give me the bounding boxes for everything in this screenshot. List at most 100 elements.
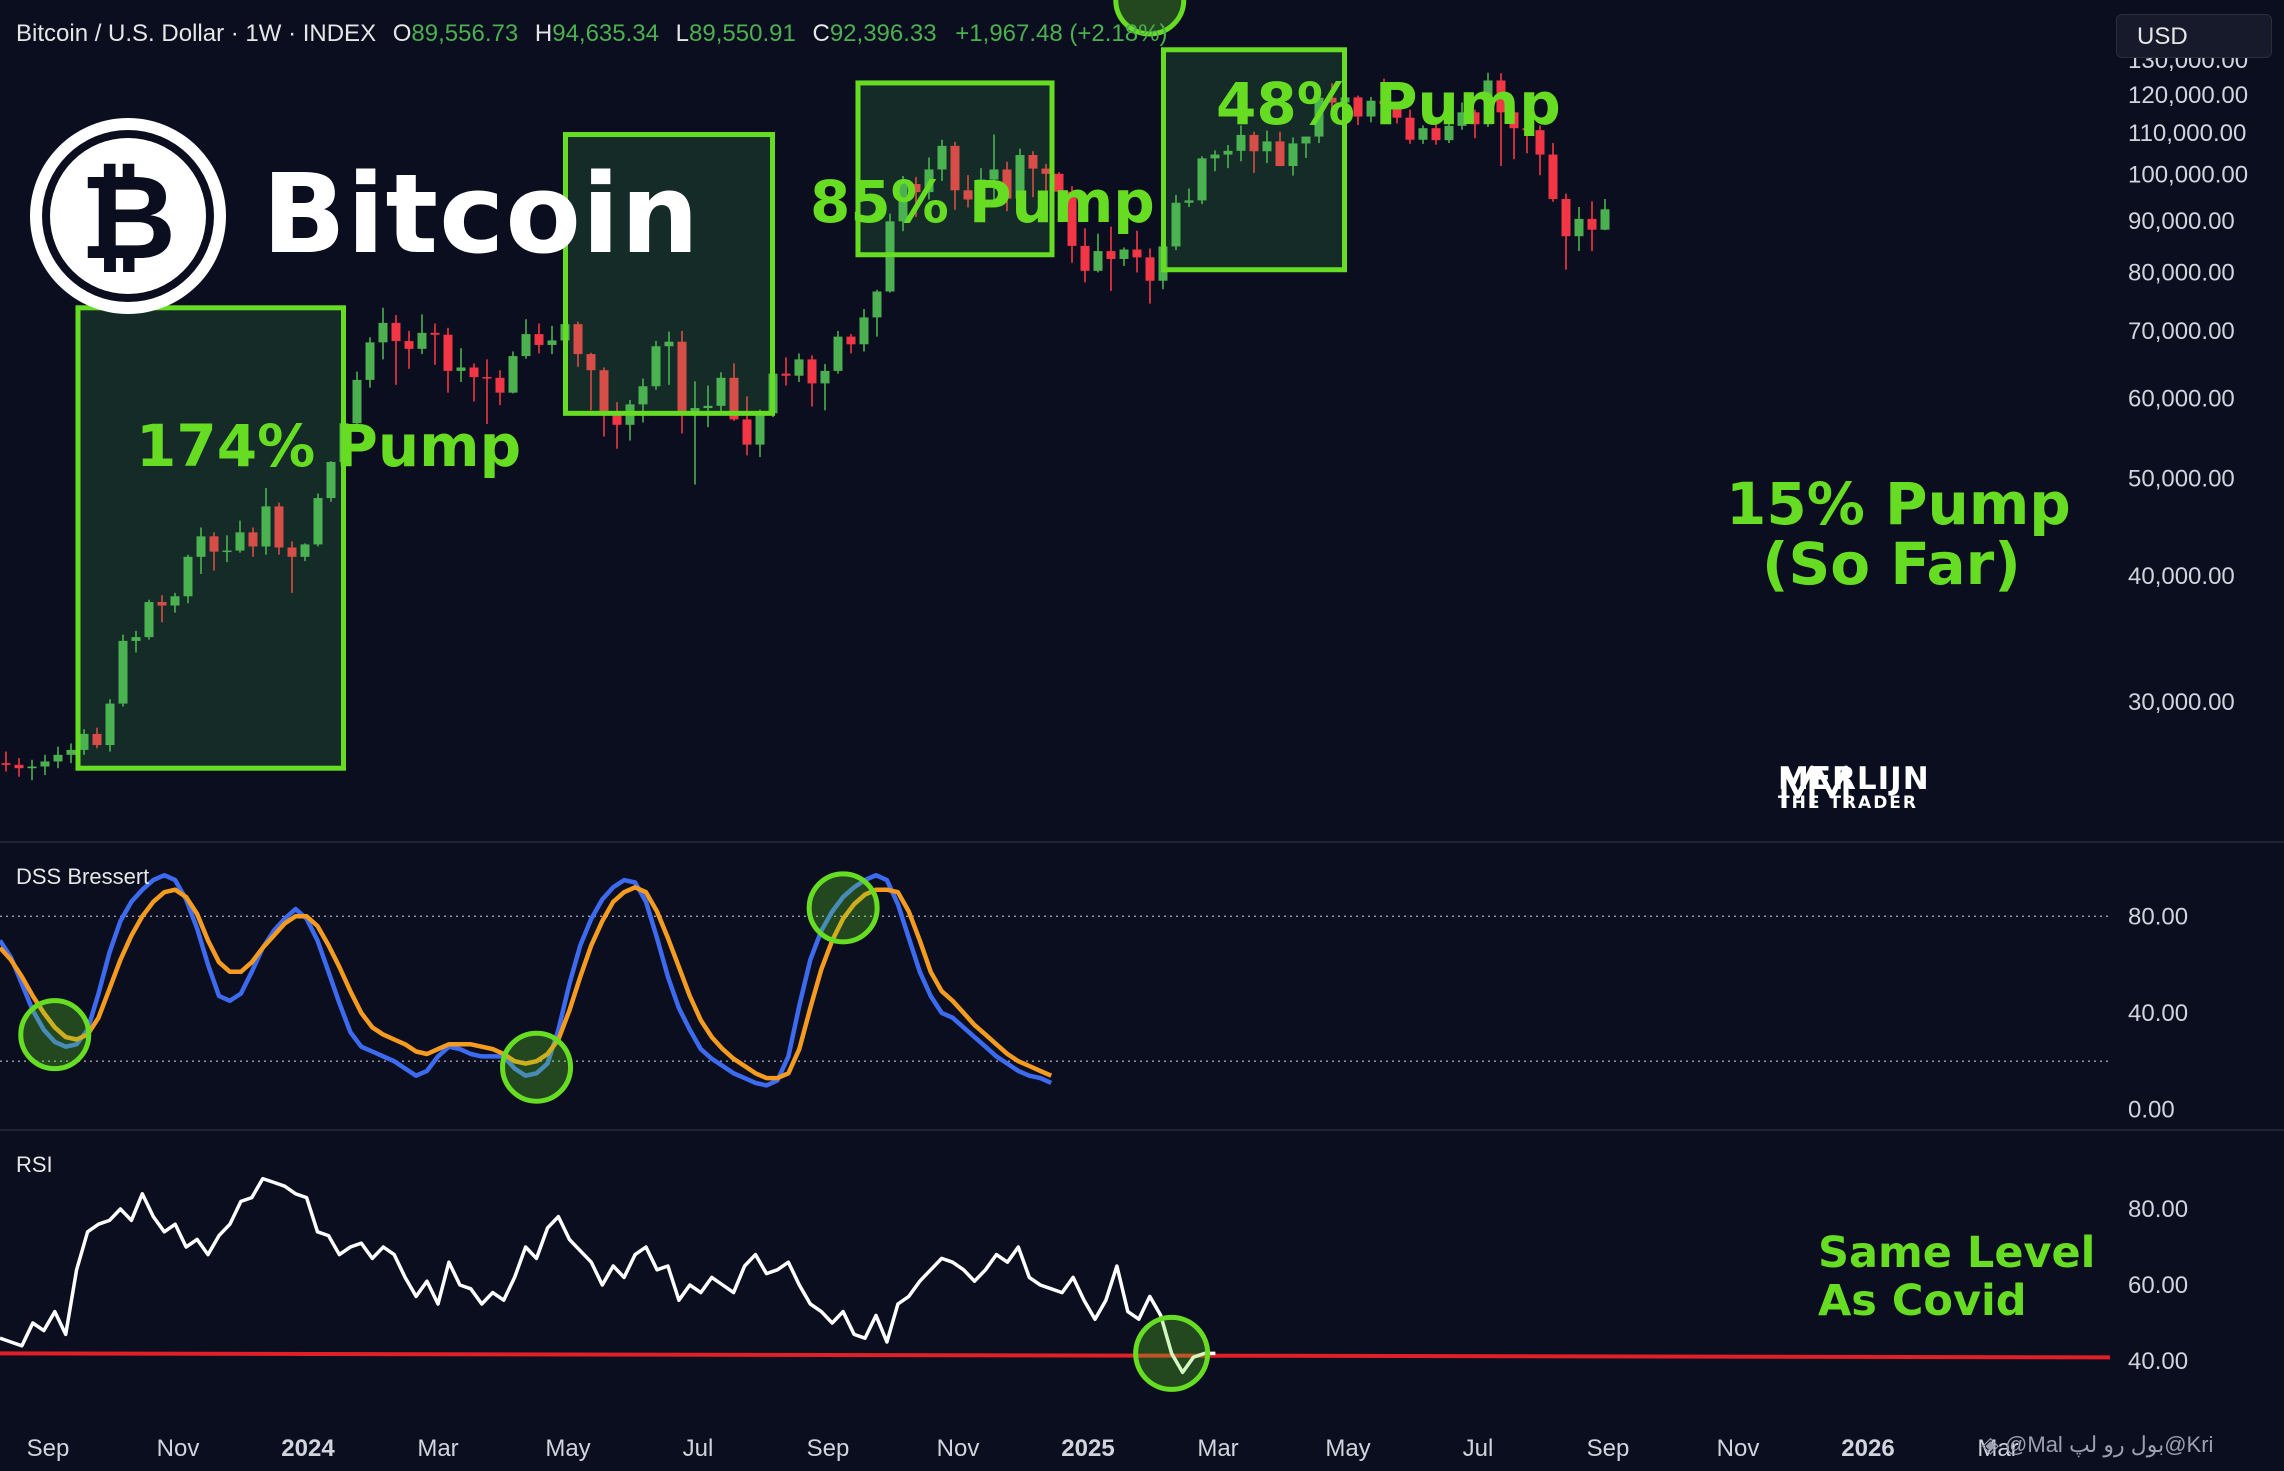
candle (690, 381, 700, 485)
candle-body (1509, 112, 1519, 129)
candle-body (1392, 104, 1402, 118)
candle (456, 348, 466, 383)
candle (521, 319, 531, 359)
candle (1353, 95, 1363, 126)
candle-body (781, 373, 791, 376)
candle-body (859, 317, 869, 345)
dss-tick-label: 40.00 (2128, 1000, 2188, 1027)
candle (508, 351, 518, 394)
candle-body (1262, 141, 1272, 152)
candle (391, 314, 401, 385)
overlay-boxes: ₿ (30, 47, 1849, 808)
candle-body (352, 379, 362, 424)
candle-body (716, 377, 726, 406)
candle-body (1249, 134, 1259, 152)
candle-body (1210, 154, 1220, 159)
candle (404, 330, 414, 369)
rsi-tick-label: 40.00 (2128, 1348, 2188, 1375)
candle (1171, 194, 1181, 251)
candle-body (313, 498, 323, 545)
high-key: H (534, 20, 553, 47)
pump-label-4: 15% Pump (1726, 470, 2071, 538)
candle (781, 357, 791, 386)
candle-body (170, 596, 180, 606)
candle (274, 502, 284, 555)
candle-body (14, 764, 24, 769)
logo-disc (50, 138, 206, 294)
time-tick-label: May (545, 1435, 590, 1462)
candle (417, 314, 427, 355)
candle (1288, 137, 1298, 176)
bitcoin-symbol-icon: ₿ (80, 148, 176, 286)
candle (807, 355, 817, 407)
candle (794, 353, 804, 383)
candle-body (417, 332, 427, 349)
candle (820, 364, 830, 411)
candle-body (1301, 136, 1311, 144)
candle-body (1457, 112, 1467, 126)
candle (1379, 78, 1389, 107)
merlijn-subtitle: THE TRADER (1778, 793, 1919, 813)
time-tick-label: 2024 (281, 1435, 335, 1462)
candle (859, 308, 869, 352)
currency-button[interactable]: USD (2116, 14, 2272, 58)
candle-body (1418, 128, 1428, 140)
candle (1197, 156, 1207, 205)
candle (1483, 72, 1493, 128)
bitcoin-logo-text: Bitcoin (262, 150, 700, 278)
candle-body (573, 324, 583, 355)
price-tick-label: 100,000.00 (2128, 162, 2248, 189)
candle (872, 289, 882, 337)
candle (742, 396, 752, 456)
candle-body (898, 183, 908, 222)
rsi-tick-label: 80.00 (2128, 1196, 2188, 1223)
time-tick-label: Nov (1717, 1435, 1760, 1462)
candle-body (79, 733, 89, 750)
candle (716, 372, 726, 414)
candle (248, 527, 258, 557)
candle-body (1327, 97, 1337, 103)
candle (1210, 150, 1220, 172)
price-tick-label: 80,000.00 (2128, 259, 2235, 286)
candle (1, 751, 11, 772)
candle (1054, 172, 1064, 215)
candle (586, 352, 596, 411)
candle-body (755, 413, 765, 445)
candle (469, 363, 479, 402)
candle (1327, 83, 1337, 111)
candle (131, 630, 141, 653)
candle (1236, 125, 1246, 162)
candle-body (534, 334, 544, 345)
candle-body (508, 356, 518, 393)
candle-body (365, 342, 375, 380)
candle-body (300, 544, 310, 557)
pump-box (855, 80, 1055, 258)
price-tick-label: 30,000.00 (2128, 689, 2235, 716)
candle (547, 325, 557, 355)
candle-body (1288, 143, 1298, 167)
candle-body (820, 370, 830, 384)
candle-body (742, 419, 752, 445)
candle-body (1054, 173, 1064, 192)
candle-body (937, 145, 947, 170)
pump-label-2: 85% Pump (810, 168, 1155, 236)
price-tick-label: 60,000.00 (2128, 385, 2235, 412)
candle-body (924, 169, 934, 193)
pump-label-3: 48% Pump (1216, 70, 1561, 138)
candle (1093, 233, 1103, 273)
candle (365, 337, 375, 388)
candle-body (651, 346, 661, 387)
dss-panel-title: DSS Bressert (16, 864, 150, 889)
candle-body (326, 462, 336, 499)
price-tick-label: 120,000.00 (2128, 82, 2248, 109)
candle (976, 168, 986, 210)
candle (326, 461, 336, 502)
candle-body (144, 602, 154, 638)
candle (352, 371, 362, 425)
candle (144, 599, 154, 640)
candle (209, 532, 219, 571)
candle (911, 176, 921, 217)
pump-box (75, 305, 346, 771)
candle-body (521, 334, 531, 357)
candle-body (404, 341, 414, 349)
